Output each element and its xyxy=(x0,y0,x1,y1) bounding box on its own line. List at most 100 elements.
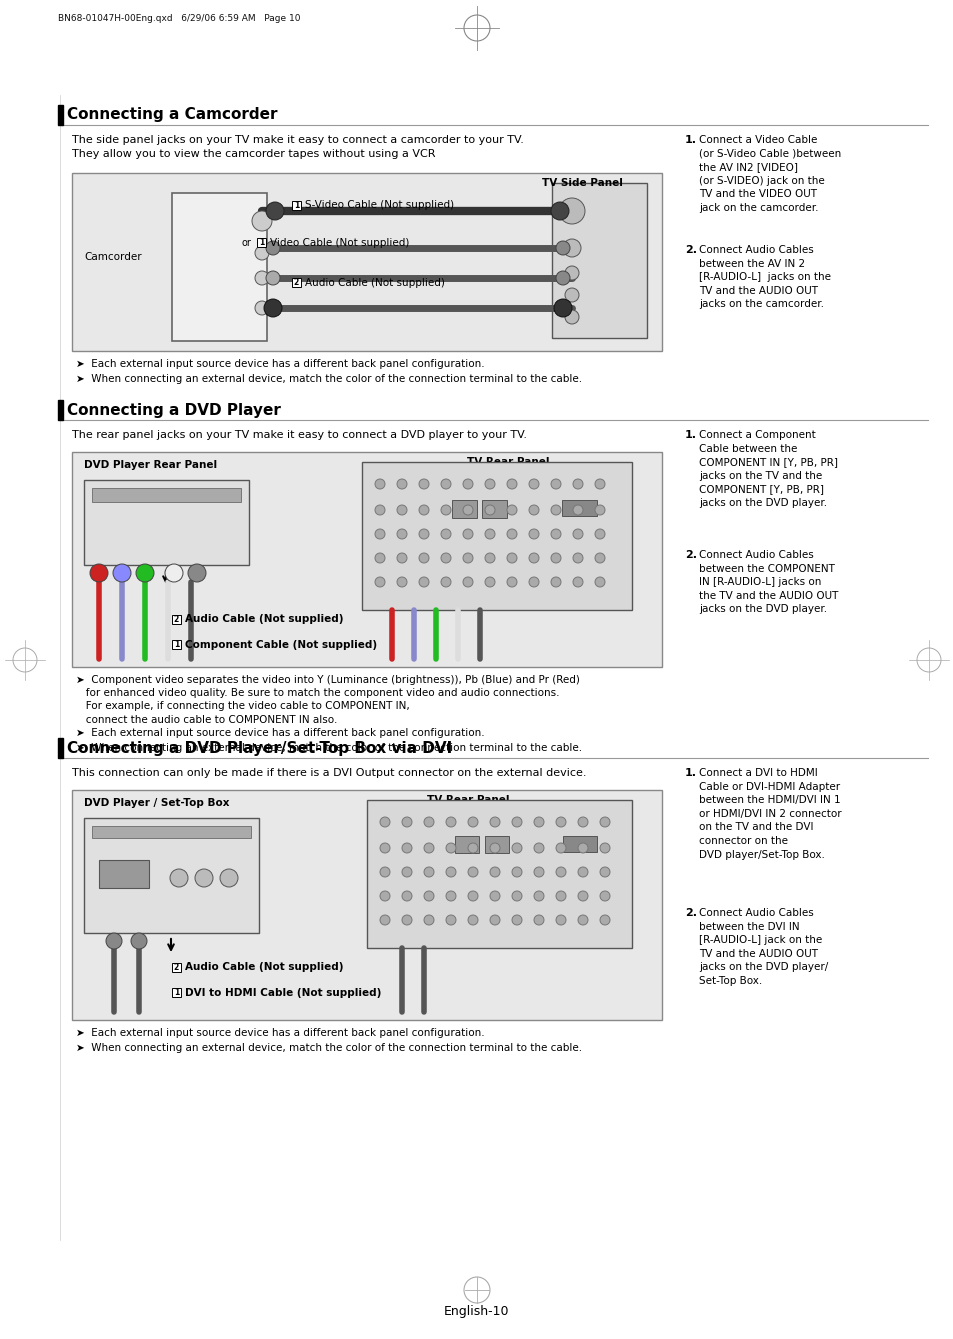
Text: The side panel jacks on your TV make it easy to connect a camcorder to your TV.
: The side panel jacks on your TV make it … xyxy=(71,135,523,159)
Circle shape xyxy=(490,890,499,901)
Text: BN68-01047H-00Eng.qxd   6/29/06 6:59 AM   Page 10: BN68-01047H-00Eng.qxd 6/29/06 6:59 AM Pa… xyxy=(58,13,300,23)
Text: Audio Cable (Not supplied): Audio Cable (Not supplied) xyxy=(185,615,343,624)
Circle shape xyxy=(556,915,565,925)
Circle shape xyxy=(266,270,280,285)
Circle shape xyxy=(112,564,131,582)
Circle shape xyxy=(512,817,521,828)
Circle shape xyxy=(468,844,477,853)
Circle shape xyxy=(490,844,499,853)
Text: Audio Cable (Not supplied): Audio Cable (Not supplied) xyxy=(185,963,343,972)
Bar xyxy=(58,400,63,420)
Circle shape xyxy=(401,817,412,828)
Circle shape xyxy=(558,198,584,224)
Circle shape xyxy=(573,529,582,540)
Text: This connection can only be made if there is a DVI Output connector on the exter: This connection can only be made if ther… xyxy=(71,769,586,778)
Circle shape xyxy=(379,890,390,901)
Circle shape xyxy=(599,844,609,853)
Circle shape xyxy=(264,299,282,317)
Circle shape xyxy=(490,817,499,828)
Circle shape xyxy=(254,246,269,260)
Circle shape xyxy=(165,564,183,582)
Circle shape xyxy=(379,915,390,925)
Bar xyxy=(452,499,476,518)
Text: Connect a DVI to HDMI
Cable or DVI-HDMI Adapter
between the HDMI/DVI IN 1
or HDM: Connect a DVI to HDMI Cable or DVI-HDMI … xyxy=(699,769,841,860)
Circle shape xyxy=(375,577,385,586)
Text: Connect Audio Cables
between the DVI IN
[R-AUDIO-L] jack on the
TV and the AUDIO: Connect Audio Cables between the DVI IN … xyxy=(699,908,827,986)
Text: 2: 2 xyxy=(294,279,299,287)
Text: 1.: 1. xyxy=(684,430,697,441)
Circle shape xyxy=(534,890,543,901)
Circle shape xyxy=(462,505,473,516)
Circle shape xyxy=(440,577,451,586)
Circle shape xyxy=(484,479,495,489)
Bar xyxy=(484,836,509,853)
Circle shape xyxy=(468,866,477,877)
Circle shape xyxy=(506,553,517,562)
Circle shape xyxy=(529,577,538,586)
Text: 2: 2 xyxy=(173,615,179,624)
Circle shape xyxy=(423,844,434,853)
Circle shape xyxy=(551,202,568,220)
Circle shape xyxy=(266,202,284,220)
Circle shape xyxy=(556,270,569,285)
Circle shape xyxy=(529,479,538,489)
Circle shape xyxy=(418,479,429,489)
Circle shape xyxy=(595,553,604,562)
Circle shape xyxy=(534,844,543,853)
Circle shape xyxy=(446,866,456,877)
Circle shape xyxy=(194,869,213,886)
Circle shape xyxy=(512,866,521,877)
Text: 2.: 2. xyxy=(684,245,697,254)
Circle shape xyxy=(468,817,477,828)
Circle shape xyxy=(599,866,609,877)
Text: 1: 1 xyxy=(173,640,179,649)
Circle shape xyxy=(529,529,538,540)
Circle shape xyxy=(440,529,451,540)
Circle shape xyxy=(90,564,108,582)
Circle shape xyxy=(564,288,578,303)
Text: 1.: 1. xyxy=(684,769,697,778)
Text: TV Side Panel: TV Side Panel xyxy=(541,178,622,187)
Bar xyxy=(455,836,478,853)
Text: ➤  When connecting an external device, match the color of the connection termina: ➤ When connecting an external device, ma… xyxy=(76,374,581,384)
Text: 1: 1 xyxy=(294,201,299,210)
Circle shape xyxy=(484,577,495,586)
Circle shape xyxy=(551,479,560,489)
Circle shape xyxy=(578,844,587,853)
Text: 2: 2 xyxy=(173,963,179,972)
Circle shape xyxy=(188,564,206,582)
Bar xyxy=(84,479,249,565)
Circle shape xyxy=(484,505,495,516)
Circle shape xyxy=(534,866,543,877)
Bar xyxy=(562,836,597,852)
Circle shape xyxy=(446,817,456,828)
Circle shape xyxy=(379,866,390,877)
Bar xyxy=(58,738,63,758)
Circle shape xyxy=(529,553,538,562)
Text: Connect Audio Cables
between the COMPONENT
IN [R-AUDIO-L] jacks on
the TV and th: Connect Audio Cables between the COMPONE… xyxy=(699,550,838,615)
Circle shape xyxy=(578,915,587,925)
Circle shape xyxy=(556,844,565,853)
Circle shape xyxy=(551,553,560,562)
Circle shape xyxy=(375,529,385,540)
Bar xyxy=(71,790,661,1020)
Circle shape xyxy=(401,844,412,853)
Text: Component Cable (Not supplied): Component Cable (Not supplied) xyxy=(185,640,376,649)
Circle shape xyxy=(131,933,147,949)
Circle shape xyxy=(462,553,473,562)
Bar xyxy=(172,988,181,998)
Text: Connect Audio Cables
between the AV IN 2
[R-AUDIO-L]  jacks on the
TV and the AU: Connect Audio Cables between the AV IN 2… xyxy=(699,245,830,309)
Text: 1: 1 xyxy=(258,238,264,246)
Circle shape xyxy=(573,479,582,489)
Circle shape xyxy=(418,553,429,562)
Bar xyxy=(292,201,301,210)
Text: DVD Player Rear Panel: DVD Player Rear Panel xyxy=(84,461,217,470)
Text: Camcorder: Camcorder xyxy=(84,252,141,262)
Circle shape xyxy=(564,311,578,324)
Text: 2.: 2. xyxy=(684,908,697,919)
Bar xyxy=(256,238,266,246)
Circle shape xyxy=(506,479,517,489)
Circle shape xyxy=(578,817,587,828)
Circle shape xyxy=(401,866,412,877)
Circle shape xyxy=(578,866,587,877)
